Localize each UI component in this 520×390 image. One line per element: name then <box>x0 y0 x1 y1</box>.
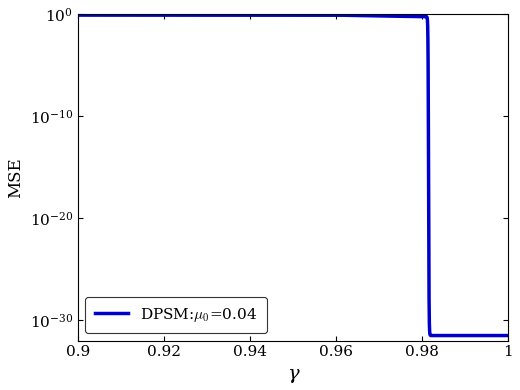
X-axis label: γ: γ <box>287 365 299 383</box>
Y-axis label: MSE: MSE <box>7 157 24 198</box>
Legend: DPSM:$\mu_0$=0.04: DPSM:$\mu_0$=0.04 <box>85 297 267 333</box>
